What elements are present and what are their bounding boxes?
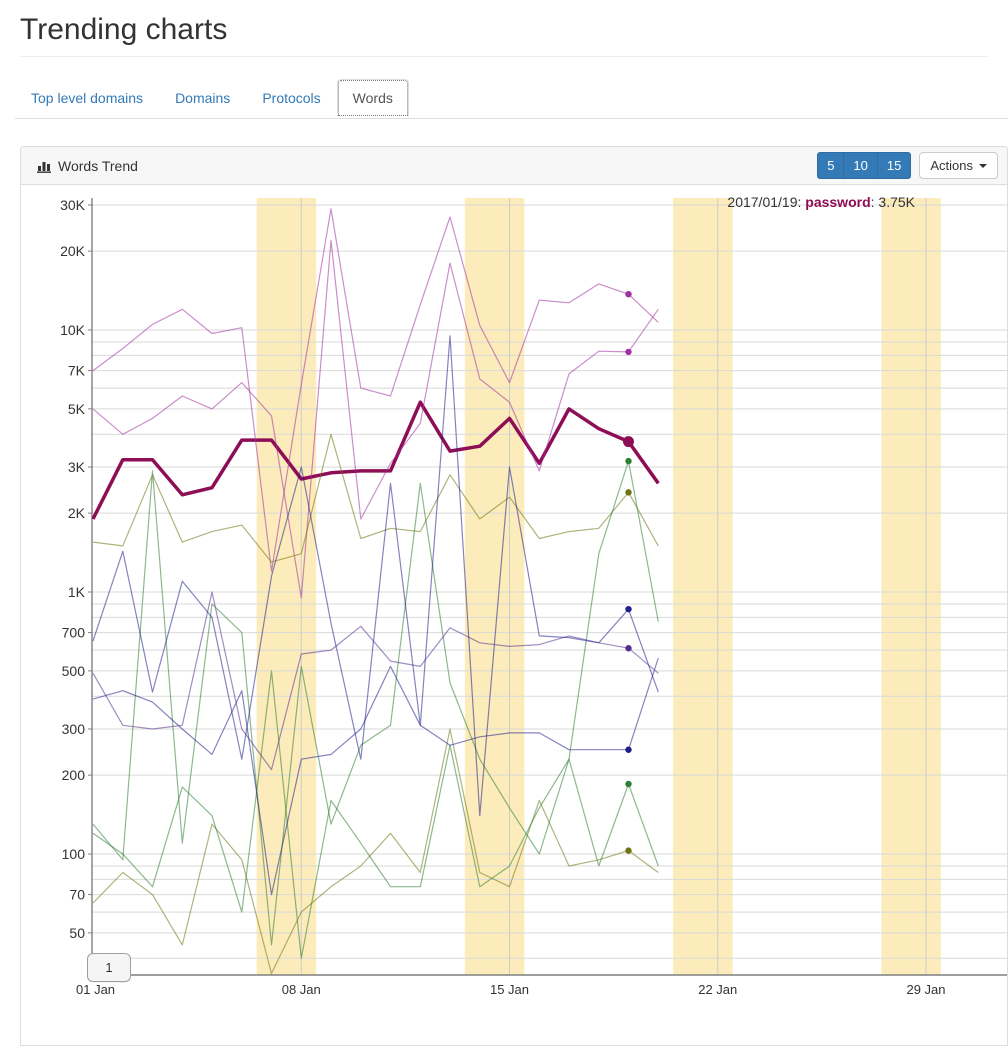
tab-words[interactable]: Words <box>336 79 409 117</box>
x-axis-label: 08 Jan <box>282 982 321 997</box>
y-axis-label: 7K <box>68 363 86 379</box>
chart-area: 30K 20K 10K 7K 5K 3K 2K 1K 700 500 300 200 100 70 50 01… <box>21 185 1007 1045</box>
trend-chart[interactable]: 30K 20K 10K 7K 5K 3K 2K 1K 700 500 300 200 100 70 50 01… <box>21 185 1007 1007</box>
range-button-5[interactable]: 5 <box>817 152 845 179</box>
tab-bar: Top level domains Domains Protocols Words <box>15 79 1008 119</box>
weekend-band <box>673 198 733 975</box>
panel-heading: Words Trend 5 10 15 Actions <box>21 147 1007 185</box>
series-line-series-8 <box>92 335 659 817</box>
range-button-10[interactable]: 10 <box>843 152 878 179</box>
x-axis-label: 15 Jan <box>490 982 529 997</box>
caret-down-icon <box>979 163 987 168</box>
y-axis-label: 100 <box>62 846 86 862</box>
legend-date: 2017/01/19 <box>727 194 798 210</box>
series-line-series-5 <box>92 728 659 975</box>
highlight-dot-series-3 <box>625 348 632 356</box>
x-axis-label: 22 Jan <box>698 982 737 997</box>
chart-hover-legend: 2017/01/19: password: 3.75K <box>727 194 915 210</box>
y-axis-label: 500 <box>62 663 86 679</box>
x-axis-label: 29 Jan <box>906 982 945 997</box>
series-line-series-9 <box>92 657 659 896</box>
tab-protocols[interactable]: Protocols <box>262 90 321 106</box>
highlight-dot-series-5 <box>625 847 632 854</box>
range-button-group: 5 10 15 <box>817 152 912 179</box>
series-line-series-6 <box>92 460 659 946</box>
page-title: Trending charts <box>20 13 228 46</box>
y-axis-label: 300 <box>62 721 86 737</box>
series-line-series-2 <box>92 208 659 572</box>
highlight-dot-series-4 <box>625 489 632 496</box>
y-axis-label: 700 <box>62 625 86 641</box>
series-line-series-3 <box>92 239 659 599</box>
legend-series-name: password <box>805 194 871 210</box>
series-line-series-4 <box>92 433 659 563</box>
range-button-15[interactable]: 15 <box>876 152 912 179</box>
y-axis-label: 3K <box>68 459 86 475</box>
tab-domains[interactable]: Domains <box>175 90 231 106</box>
y-axis-label: 30K <box>60 197 86 213</box>
y-axis-label: 20K <box>60 243 86 259</box>
legend-sep-1: : <box>797 194 806 210</box>
actions-button[interactable]: Actions <box>919 152 998 179</box>
series-line-series-10 <box>92 591 659 771</box>
highlight-dot-series-2 <box>625 290 632 298</box>
page-header: Trending charts <box>20 13 988 57</box>
tab-top-level-domains[interactable]: Top level domains <box>31 90 144 106</box>
y-axis-label: 2K <box>68 505 86 521</box>
highlight-dot-series-6 <box>625 457 632 465</box>
highlight-dot-series-8 <box>625 605 632 613</box>
bar-chart-icon <box>37 159 51 173</box>
y-axis-label: 70 <box>69 887 85 903</box>
weekend-band <box>881 198 941 975</box>
legend-value: 3.75K <box>878 194 915 210</box>
y-axis-label: 5K <box>68 401 86 417</box>
page-1-handle[interactable]: 1 <box>87 953 131 982</box>
legend-sep-2: : <box>870 194 879 210</box>
actions-button-label: Actions <box>930 158 973 173</box>
series-line-password <box>91 400 660 520</box>
series-line-series-7 <box>92 670 659 959</box>
y-axis-label: 1K <box>68 584 86 600</box>
y-axis-label: 200 <box>62 767 86 783</box>
panel-title-label: Words Trend <box>58 157 138 174</box>
highlight-dot-series-10 <box>625 645 632 652</box>
words-trend-panel: Words Trend 5 10 15 Actions 30K 20K 10K 7K 5K 3… <box>20 146 1008 1046</box>
highlight-dot-series-9 <box>625 746 632 753</box>
y-axis-label: 10K <box>60 322 86 338</box>
y-axis-label: 50 <box>69 925 85 941</box>
highlight-dot-password <box>623 436 634 448</box>
weekend-band <box>256 198 317 975</box>
highlight-dot-series-7 <box>625 780 632 788</box>
panel-title: Words Trend <box>37 158 817 174</box>
x-axis-label: 01 Jan <box>76 982 115 997</box>
